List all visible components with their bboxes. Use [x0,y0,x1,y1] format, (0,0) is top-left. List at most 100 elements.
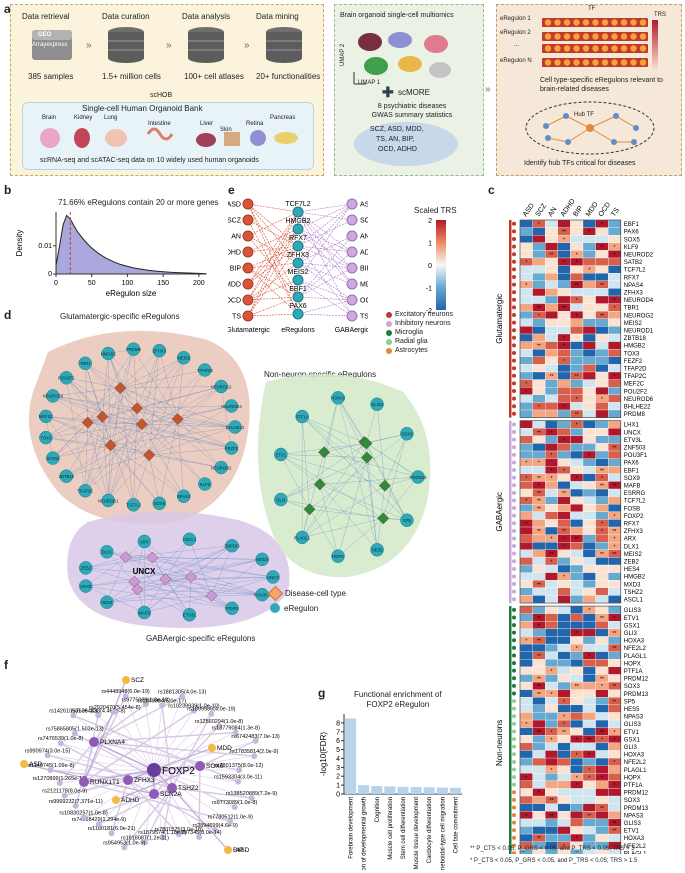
eregulon-network-node [198,477,212,491]
eregulon-label: RFX7 [289,235,307,242]
heatmap-cell [545,773,558,782]
significance-mark: * [614,760,616,766]
heatmap-cell [582,235,596,243]
celltype-legend-item: Microglia [386,328,453,337]
heatmap-cell [570,265,584,274]
heatmap-cell [532,356,546,365]
eregulon-network-node [126,342,141,356]
eregulon-network-node [400,426,414,441]
heatmap-cell [570,318,584,327]
eregulon-node [292,206,304,218]
significance-mark: ** [613,631,617,637]
legend-eregulon: eRegulon [270,603,346,613]
heatmap-cell [519,643,533,652]
heatmap-row-label: TOX3 [624,351,640,357]
heatmap-cell [545,636,558,645]
celltype-label: Microglia [395,329,424,336]
snp-node [70,712,77,719]
x-tick-label: 100 [122,280,134,287]
heatmap-row-label: FOSB [624,506,640,512]
eregulon-network-node [224,441,239,455]
eregulon-network-node [225,601,239,616]
heatmap-cell [519,318,533,327]
significance-mark: ** [537,582,541,588]
heatmap-cell [532,795,546,804]
glut-disease-node [242,294,254,306]
disease-cell-type-node [131,583,144,596]
disease-node [112,796,120,804]
enrichment-bar [410,787,422,794]
disease-cell-type-node [171,413,184,426]
heatmap-cell [570,704,584,713]
eregulon-network-node [152,496,167,511]
celltype-row-dot [512,237,516,241]
heatmap-cell [557,818,571,827]
snp-label: rs1180181(6.0e-21) [88,826,136,832]
heatmap-cell [570,379,584,388]
multiomics-title: Brain organoid single-cell multiomics [340,12,454,19]
heatmap-cell [557,580,571,588]
eregulon-network-label: PTF1A [296,414,309,419]
heatmap-cell [595,420,609,429]
heatmap-cell [582,542,596,550]
eregulon-network-label: GLIS3 [371,402,384,407]
enrichment-category: Cell fate commitment [453,797,459,854]
eregulon-network-node [59,371,74,385]
celltype-row-dot [512,275,516,279]
heatmap-cell [532,511,546,520]
celltype-dot-icon [386,329,392,336]
heatmap-cell [532,542,546,550]
heatmap-cell [595,496,609,505]
heatmap-cell [608,387,621,395]
celltype-row-dot [512,551,516,556]
heatmap-row-label: MEF2C [624,382,645,388]
snp-label: rs1818087(1.2e-11) [121,835,169,841]
y-tick-label: 5 [336,747,340,754]
significance-mark: * [588,268,590,274]
eregulon-network-label: TOX3 [40,435,52,440]
heatmap-cell [545,295,558,304]
heatmap-cell [608,473,621,482]
heatmap-cell [595,833,609,842]
significance-mark: * [525,639,527,645]
heatmap-row-label: PTF1A [624,783,643,789]
significance-mark: ** [562,230,566,236]
heatmap-cell [582,803,596,812]
heatmap-cell [557,265,571,274]
tf-dot [544,33,552,40]
tf-dot [611,45,618,52]
heatmap-cell [557,242,571,251]
diseases-line2: TS, AN, BIP, [376,136,415,143]
eregulon-network-label: PLAGL1 [294,535,311,540]
glut-disease-node [242,214,254,226]
heatmap-cell [570,788,584,797]
celltype-row-dot [512,252,516,257]
heatmap-cell [532,628,546,637]
heatmap-cell [595,795,609,804]
heatmap-cell [608,557,621,566]
heatmap-cell [545,458,558,467]
hub-gene-node [79,777,89,787]
tf-dot [592,45,599,52]
heatmap-cell [582,704,596,713]
gaba-disease-node [346,198,358,210]
heatmap-cell [608,466,621,474]
snp-label: rs1426105(6.0e-10) [49,709,97,715]
db-icons: » » » [32,27,302,63]
celltype-row-dot [512,767,516,772]
significance-mark: * [538,461,540,467]
tf-dot [639,45,647,52]
heatmap-cell [595,719,609,728]
heatmap-cell [545,394,558,403]
tf-label: TF [588,6,596,12]
heatmap-row-label: ETV3L [624,438,643,444]
heatmap-cell [519,689,533,698]
snp-node [56,780,63,787]
snp-node [121,844,128,851]
enrichment-chart: 0 1 2 3 4 5 6 7 8 Forebrain development Regulation… [319,714,462,870]
eregulon-network-label: POU2F2 [58,376,75,381]
heatmap-cell [582,420,596,429]
heatmap-row-label: EBF1 [624,222,640,228]
significance-mark: ** [600,245,604,251]
significance-mark: ** [537,616,541,622]
